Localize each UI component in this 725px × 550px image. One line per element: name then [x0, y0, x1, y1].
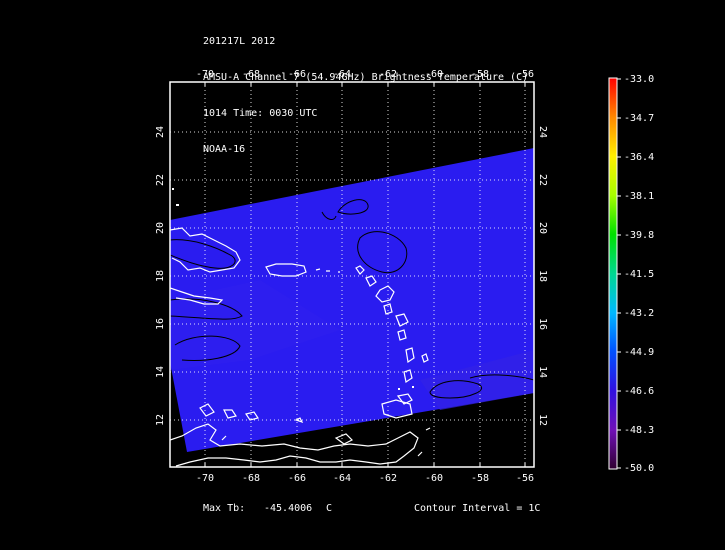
top-lon-label: -68 — [242, 69, 260, 80]
coastlines — [170, 227, 431, 467]
trinidad — [381, 399, 413, 419]
max-tb-label: Max Tb: — [203, 503, 246, 514]
colorbar-label: -38.1 — [624, 191, 654, 202]
top-lon-label: -70 — [196, 69, 214, 80]
lesser-antilles-north — [355, 265, 377, 287]
left-lat-label: 18 — [155, 270, 166, 282]
dominica — [383, 303, 393, 315]
bottom-lon-label: -68 — [242, 473, 260, 484]
right-lat-label: 16 — [537, 318, 548, 330]
bottom-lon-label: -66 — [288, 473, 306, 484]
right-lat-label: 22 — [537, 174, 548, 186]
hispaniola — [170, 227, 241, 273]
curacao — [294, 417, 304, 424]
colorbar-label: -36.4 — [624, 152, 654, 163]
virgin-islands — [315, 268, 340, 273]
temperature-contours — [170, 199, 534, 399]
right-lat-label: 12 — [537, 414, 548, 426]
left-lat-label: 14 — [155, 366, 166, 378]
contour-interval: Contour Interval = 1C — [414, 503, 541, 514]
product-title: AMSU-A Channel 7 (54.94GHz) Brightness T… — [203, 72, 529, 83]
st-lucia — [397, 329, 407, 341]
small-islands — [172, 188, 414, 390]
map-header: 201217L 2012 AMSU-A Channel 7 (54.94GHz)… — [203, 12, 528, 168]
colorbar-label: -33.0 — [624, 74, 654, 85]
top-lon-label: -58 — [471, 69, 489, 80]
time-line: 1014 Time: 0030 UTC — [203, 108, 318, 119]
margarita — [334, 433, 354, 445]
colorbar-labels: -33.0 -34.7 -36.4 -38.1 -39.8 -41.5 -43.… — [624, 74, 654, 474]
colorbar-label: -34.7 — [624, 113, 654, 124]
map-frame — [169, 81, 535, 468]
right-lat-label: 24 — [537, 126, 548, 138]
colorbar-label: -41.5 — [624, 269, 654, 280]
colorbar-label: -43.2 — [624, 308, 654, 319]
colorbar-label: -48.3 — [624, 425, 654, 436]
top-lon-label: -64 — [333, 69, 351, 80]
puerto-rico — [265, 263, 307, 277]
guadeloupe — [375, 285, 395, 303]
tick-marks — [204, 82, 526, 467]
top-lon-label: -60 — [425, 69, 443, 80]
left-lat-label: 12 — [155, 414, 166, 426]
jamaica-edge — [170, 287, 224, 305]
venezuela-coast — [170, 423, 419, 467]
top-lon-label: -56 — [516, 69, 534, 80]
storm-id-line: 201217L 2012 — [203, 36, 276, 47]
colorbar-label: -39.8 — [624, 230, 654, 241]
swath-shading-east — [420, 350, 534, 410]
left-lat-label: 16 — [155, 318, 166, 330]
bottom-lon-label: -56 — [516, 473, 534, 484]
left-lat-label: 22 — [155, 174, 166, 186]
bottom-lon-label: -60 — [425, 473, 443, 484]
top-lon-label: -66 — [288, 69, 306, 80]
max-tb-value: -45.4006 — [264, 503, 313, 514]
colorbar-label: -44.9 — [624, 347, 654, 358]
colorbar — [608, 77, 618, 470]
left-lat-label: 24 — [155, 126, 166, 138]
right-lat-label: 20 — [537, 222, 548, 234]
barbados — [421, 353, 429, 363]
bottom-lon-label: -62 — [379, 473, 397, 484]
right-lat-labels: 24 22 20 18 16 14 12 — [537, 126, 548, 426]
colorbar-label: -46.6 — [624, 386, 654, 397]
max-tb-unit: C — [326, 503, 333, 514]
bottom-lon-label: -64 — [333, 473, 351, 484]
martinique — [395, 313, 409, 327]
top-lon-labels: -70 -68 -66 -64 -62 -60 -58 -56 — [196, 69, 534, 80]
top-lon-label: -62 — [379, 69, 397, 80]
colorbar-ticks — [617, 78, 621, 469]
left-lat-labels: 24 22 20 18 16 14 12 — [155, 126, 166, 426]
right-lat-label: 18 — [537, 270, 548, 282]
grenada — [403, 369, 413, 383]
left-lat-label: 20 — [155, 222, 166, 234]
east-coast-dots — [221, 427, 431, 457]
abc-islands — [199, 403, 259, 421]
swath-shading — [170, 280, 340, 370]
bottom-lon-label: -58 — [471, 473, 489, 484]
colorbar-label: -50.0 — [624, 463, 654, 474]
right-lat-label: 14 — [537, 366, 548, 378]
satellite-line: NOAA-16 — [203, 144, 246, 155]
bottom-lon-labels: -70 -68 -66 -64 -62 -60 -58 -56 — [196, 473, 534, 484]
bottom-lon-label: -70 — [196, 473, 214, 484]
st-vincent — [405, 347, 415, 364]
